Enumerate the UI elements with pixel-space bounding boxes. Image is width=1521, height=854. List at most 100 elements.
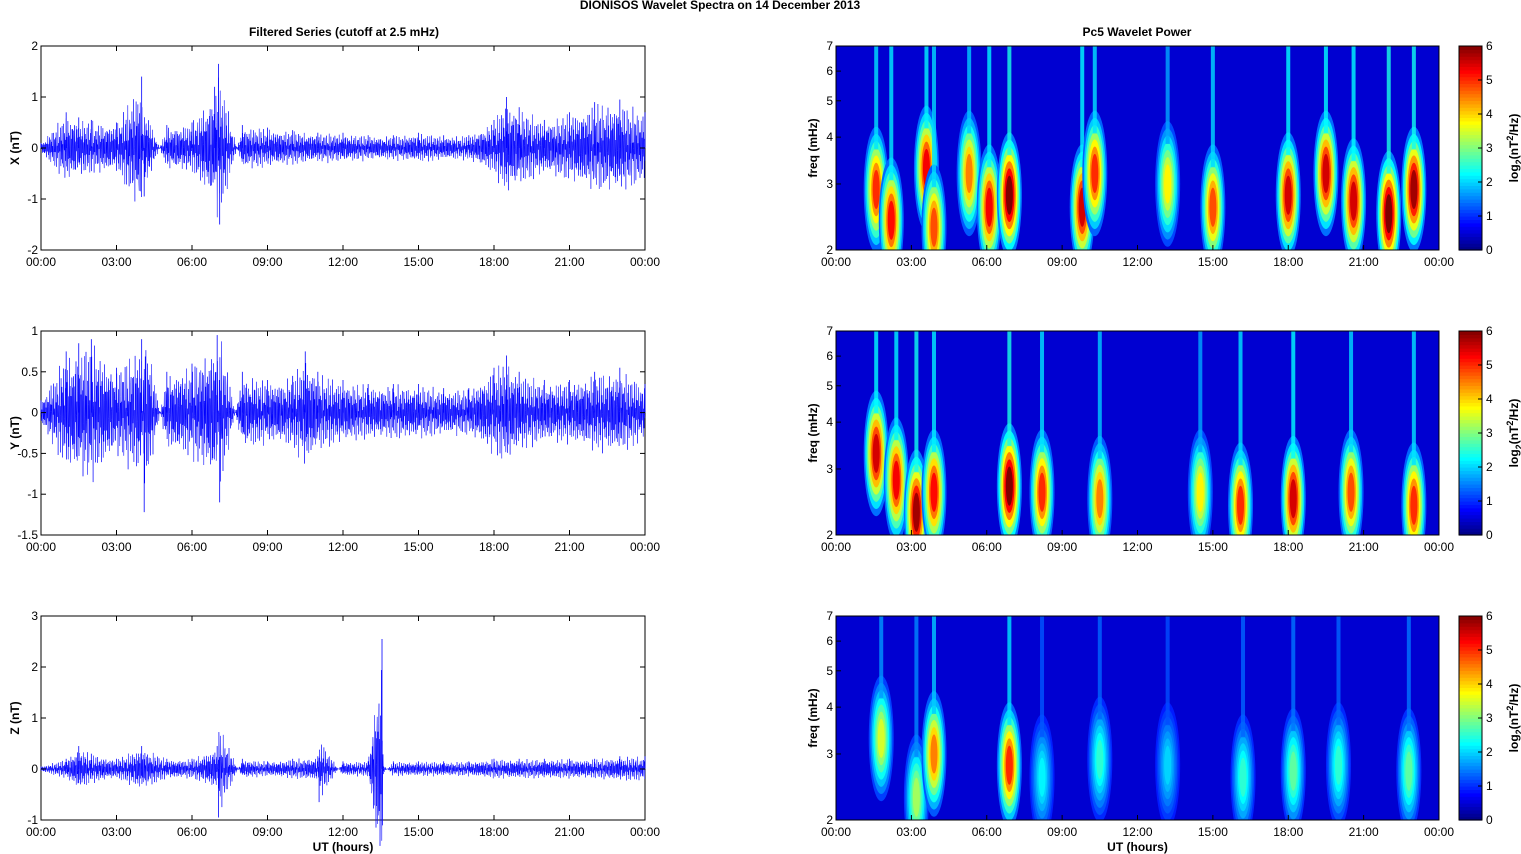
colorbar-tick-label: 0 — [1486, 813, 1493, 827]
colorbar-swatch — [1459, 439, 1482, 444]
colorbar-swatch — [1459, 453, 1482, 458]
colorbar-tick-label: 2 — [1486, 460, 1493, 474]
x-tick-label: 09:00 — [1047, 825, 1077, 839]
power-blob — [1289, 751, 1297, 791]
colorbar-swatch — [1459, 656, 1482, 661]
y-axis-label: freq (mHz) — [806, 688, 820, 747]
y-tick-label: 0.5 — [21, 365, 38, 379]
colorbar-swatch — [1459, 222, 1482, 227]
colorbar-swatch — [1459, 63, 1482, 67]
colorbar-swatch — [1459, 371, 1482, 376]
wavelet-panel-2: 2 3 4 5 6 7 00:00 03:00 06:00 09:00 12:00 15:00 18:0… — [806, 324, 1521, 554]
colorbar-swatch — [1459, 456, 1482, 461]
y-tick-label: 6 — [826, 64, 833, 78]
colorbar-swatch — [1459, 80, 1482, 84]
power-streak — [1411, 46, 1416, 150]
colorbar-swatch — [1459, 670, 1482, 675]
colorbar-swatch — [1459, 809, 1482, 814]
power-streak — [1336, 616, 1341, 726]
x-tick-label: 00:00 — [630, 540, 660, 554]
axes-box — [40, 330, 646, 536]
power-blob — [930, 734, 938, 774]
power-streak — [889, 46, 894, 181]
y-tick-label: 4 — [826, 415, 833, 429]
colorbar-swatch — [1459, 117, 1482, 122]
colorbar-swatch — [1459, 501, 1482, 505]
colorbar-swatch — [1459, 443, 1482, 448]
colorbar-label-part: log — [1507, 449, 1521, 467]
colorbar-swatch — [1459, 409, 1482, 414]
power-blob — [1038, 757, 1046, 797]
colorbar-swatch — [1459, 490, 1482, 495]
colorbar-swatch — [1459, 646, 1482, 651]
power-blob — [1385, 194, 1393, 234]
left-column-title: Filtered Series (cutoff at 2.5 mHz) — [249, 25, 439, 39]
colorbar-swatch — [1459, 511, 1482, 516]
colorbar-swatch — [1459, 351, 1482, 356]
colorbar-swatch — [1459, 110, 1482, 115]
colorbar-swatch — [1459, 399, 1482, 403]
power-streak — [1286, 46, 1291, 156]
colorbar-swatch — [1459, 331, 1482, 335]
power-streak — [1406, 616, 1411, 732]
power-blob — [1410, 169, 1418, 210]
colorbar-label-part: log — [1507, 164, 1521, 182]
colorbar-swatch — [1459, 375, 1482, 380]
colorbar-swatch — [1459, 436, 1482, 441]
power-blob — [1284, 175, 1292, 215]
colorbar-swatch — [1459, 337, 1482, 342]
colorbar-label-part: log — [1507, 734, 1521, 752]
power-streak — [1040, 331, 1045, 453]
colorbar-tick-label: 4 — [1486, 392, 1493, 406]
colorbar-swatch — [1459, 185, 1482, 190]
colorbar-swatch — [1459, 154, 1482, 159]
colorbar-swatch — [1459, 433, 1482, 437]
x-tick-label: 00:00 — [821, 825, 851, 839]
colorbar-swatch — [1459, 504, 1482, 509]
power-streak — [1386, 46, 1391, 174]
power-streak — [1165, 616, 1170, 726]
colorbar-swatch — [1459, 73, 1482, 78]
colorbar-tick-label: 3 — [1486, 141, 1493, 155]
x-tick-label: 21:00 — [554, 825, 584, 839]
colorbar-label-part: /Hz) — [1507, 684, 1521, 706]
colorbar-swatch — [1459, 507, 1482, 512]
x-tick-label: 21:00 — [1349, 540, 1379, 554]
x-tick-label: 21:00 — [554, 540, 584, 554]
colorbar-swatch — [1459, 141, 1482, 146]
colorbar-swatch — [1459, 690, 1482, 695]
colorbar-swatch — [1459, 59, 1482, 64]
y-axis-label: X (nT) — [8, 131, 22, 165]
power-streak — [1349, 331, 1354, 453]
power-streak — [1097, 616, 1102, 720]
x-tick-label: 15:00 — [403, 540, 433, 554]
x-tick-label: 03:00 — [101, 825, 131, 839]
colorbar-swatch — [1459, 405, 1482, 410]
y-tick-label: 4 — [826, 130, 833, 144]
y-tick-label: 5 — [826, 94, 833, 108]
colorbar-swatch — [1459, 762, 1482, 767]
x-tick-label: 12:00 — [1122, 825, 1152, 839]
spectrum-blobs — [863, 331, 1427, 535]
x-tick-label: 09:00 — [252, 825, 282, 839]
colorbar-swatch — [1459, 188, 1482, 193]
colorbar-swatch — [1459, 199, 1482, 203]
colorbar-swatch — [1459, 816, 1482, 821]
colorbar-swatch — [1459, 687, 1482, 692]
colorbar-swatch — [1459, 643, 1482, 648]
colorbar-swatch — [1459, 120, 1482, 125]
colorbar-swatch — [1459, 134, 1482, 139]
colorbar-tick-label: 0 — [1486, 528, 1493, 542]
colorbar-swatch — [1459, 779, 1482, 784]
y-tick-label: 6 — [826, 634, 833, 648]
power-blob — [1038, 472, 1046, 512]
power-blob — [1322, 153, 1330, 194]
colorbar-swatch — [1459, 178, 1482, 183]
x-tick-label: 00:00 — [26, 255, 56, 269]
spectrum-blobs — [868, 616, 1422, 820]
y-tick-label: 3 — [826, 747, 833, 761]
colorbar-swatch — [1459, 680, 1482, 685]
colorbar-swatch — [1459, 677, 1482, 682]
colorbar-swatch — [1459, 402, 1482, 407]
power-streak — [914, 331, 919, 473]
